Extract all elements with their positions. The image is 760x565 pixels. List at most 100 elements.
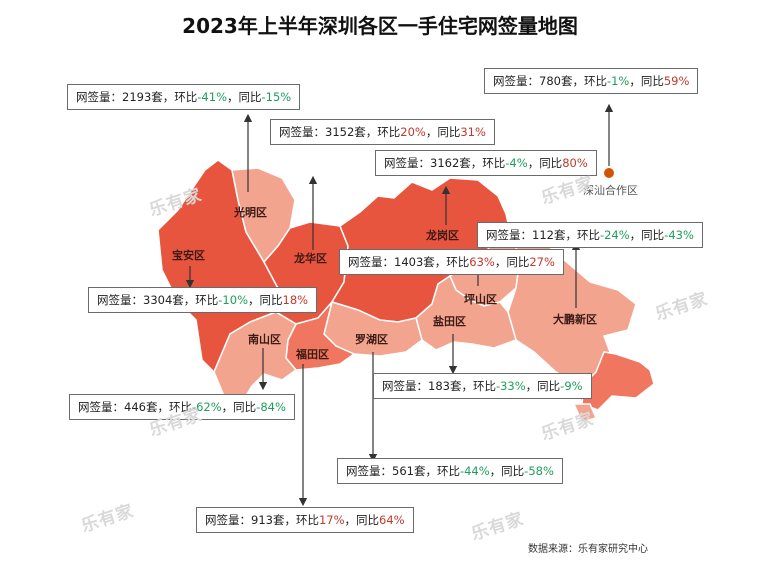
sign-label: 网签量： <box>78 400 124 414</box>
separator: ， <box>183 293 196 307</box>
district-label-pingshan: 坪山区 <box>464 293 497 306</box>
mom-label: 环比 <box>472 379 496 393</box>
yoy-label: 同比 <box>238 90 262 104</box>
yoy-value: -84% <box>256 400 286 414</box>
district-label-guangming: 光明区 <box>234 206 267 219</box>
yoy-value: -15% <box>261 90 292 104</box>
sign-label: 网签量： <box>76 90 122 104</box>
yoy-value: 31% <box>460 125 486 139</box>
separator: ， <box>494 255 507 269</box>
volume-value: 2193 <box>122 90 152 104</box>
volume-value: 446 <box>124 400 146 414</box>
separator: ， <box>227 90 239 104</box>
shenshan-location-dot <box>604 168 614 178</box>
callout-longgang: 网签量：3162套，环比-4%，同比80% <box>375 150 597 176</box>
sign-label: 网签量： <box>382 379 428 393</box>
mom-value: -10% <box>218 293 248 307</box>
volume-value: 1403 <box>394 255 424 269</box>
sign-label: 网签量： <box>384 156 430 170</box>
volume-value: 112 <box>532 228 554 242</box>
district-shape-dapeng-peninsula <box>581 351 655 411</box>
separator: ， <box>157 400 169 414</box>
mom-value: 63% <box>469 255 495 269</box>
mom-label: 环比 <box>295 513 319 527</box>
separator: ， <box>565 228 577 242</box>
mom-value: -41% <box>197 90 227 104</box>
separator: ， <box>461 379 473 393</box>
callout-luohu: 网签量：561套，环比-44%，同比-58% <box>337 458 563 484</box>
volume-value: 3152 <box>325 125 355 139</box>
map-title: 2023年上半年深圳各区一手住宅网签量地图 <box>182 14 578 38</box>
volume-value: 3304 <box>143 293 173 307</box>
mom-value: -62% <box>191 400 222 414</box>
district-shape-nanshan <box>213 311 298 403</box>
yoy-label: 同比 <box>437 125 461 139</box>
callout-dapeng: 网签量：112套，环比-24%，同比-43% <box>477 222 703 248</box>
yoy-label: 同比 <box>641 228 665 242</box>
mom-value: -24% <box>599 228 630 242</box>
mom-label: 环比 <box>576 228 600 242</box>
separator: ， <box>527 156 540 170</box>
yoy-value: 59% <box>663 74 690 88</box>
yoy-value: 18% <box>282 293 309 307</box>
unit-label: 套 <box>423 255 435 269</box>
yoy-value: -58% <box>524 464 554 478</box>
unit-label: 套 <box>151 90 163 104</box>
separator: ， <box>344 513 357 527</box>
separator: ， <box>284 513 296 527</box>
separator: ， <box>572 74 584 88</box>
mom-value: -44% <box>459 464 490 478</box>
mom-label: 环比 <box>377 125 401 139</box>
separator: ， <box>629 228 642 242</box>
yoy-label: 同比 <box>233 400 257 414</box>
separator: ， <box>221 400 234 414</box>
sign-label: 网签量： <box>279 125 325 139</box>
callout-baoan: 网签量：3304套，环比-10%，同比18% <box>88 287 318 313</box>
district-label-futian: 福田区 <box>296 348 329 361</box>
mom-value: 17% <box>318 513 345 527</box>
volume-value: 3162 <box>430 156 460 170</box>
sign-label: 网签量： <box>97 293 143 307</box>
callout-futian: 网签量：913套，环比17%，同比64% <box>196 507 414 533</box>
yoy-label: 同比 <box>537 379 561 393</box>
district-label-longhua: 龙华区 <box>294 252 327 265</box>
mom-label: 环比 <box>174 90 198 104</box>
separator: ， <box>365 125 378 139</box>
separator: ， <box>425 464 437 478</box>
mom-label: 环比 <box>168 400 192 414</box>
callout-yantian: 网签量：183套，环比-33%，同比-9% <box>373 373 592 399</box>
unit-label: 套 <box>553 228 566 242</box>
mom-value: -33% <box>495 379 526 393</box>
unit-label: 套 <box>413 464 426 478</box>
separator: ， <box>248 293 260 307</box>
yoy-label: 同比 <box>501 464 525 478</box>
volume-value: 913 <box>251 513 273 527</box>
district-label-yantian: 盐田区 <box>433 315 466 328</box>
mom-value: -1% <box>606 74 630 88</box>
mom-label: 环比 <box>436 464 460 478</box>
callout-nanshan: 网签量：446套，环比-62%，同比-84% <box>69 394 295 420</box>
district-label-shenshan: 深汕合作区 <box>583 184 638 197</box>
yoy-value: -9% <box>560 379 583 393</box>
unit-label: 套 <box>459 156 471 170</box>
unit-label: 套 <box>354 125 366 139</box>
callout-pingshan: 网签量：1403套，环比63%，同比27% <box>339 249 564 275</box>
volume-value: 183 <box>428 379 450 393</box>
district-label-dapeng: 大鹏新区 <box>553 313 597 326</box>
volume-value: 780 <box>539 74 561 88</box>
separator: ， <box>470 156 483 170</box>
yoy-label: 同比 <box>539 156 563 170</box>
mom-value: -4% <box>505 156 528 170</box>
callout-guangming: 网签量：2193套，环比-41%，同比-15% <box>67 84 301 110</box>
separator: ， <box>525 379 538 393</box>
callout-shenshan: 网签量：780套，环比-1%，同比59% <box>484 68 699 94</box>
sign-label: 网签量： <box>493 74 539 88</box>
yoy-value: 64% <box>379 513 405 527</box>
mom-label: 环比 <box>482 156 506 170</box>
sign-label: 网签量： <box>486 228 532 242</box>
separator: ， <box>489 464 502 478</box>
sign-label: 网签量： <box>348 255 394 269</box>
yoy-value: 27% <box>529 255 555 269</box>
unit-label: 套 <box>560 74 573 88</box>
sign-label: 网签量： <box>346 464 392 478</box>
